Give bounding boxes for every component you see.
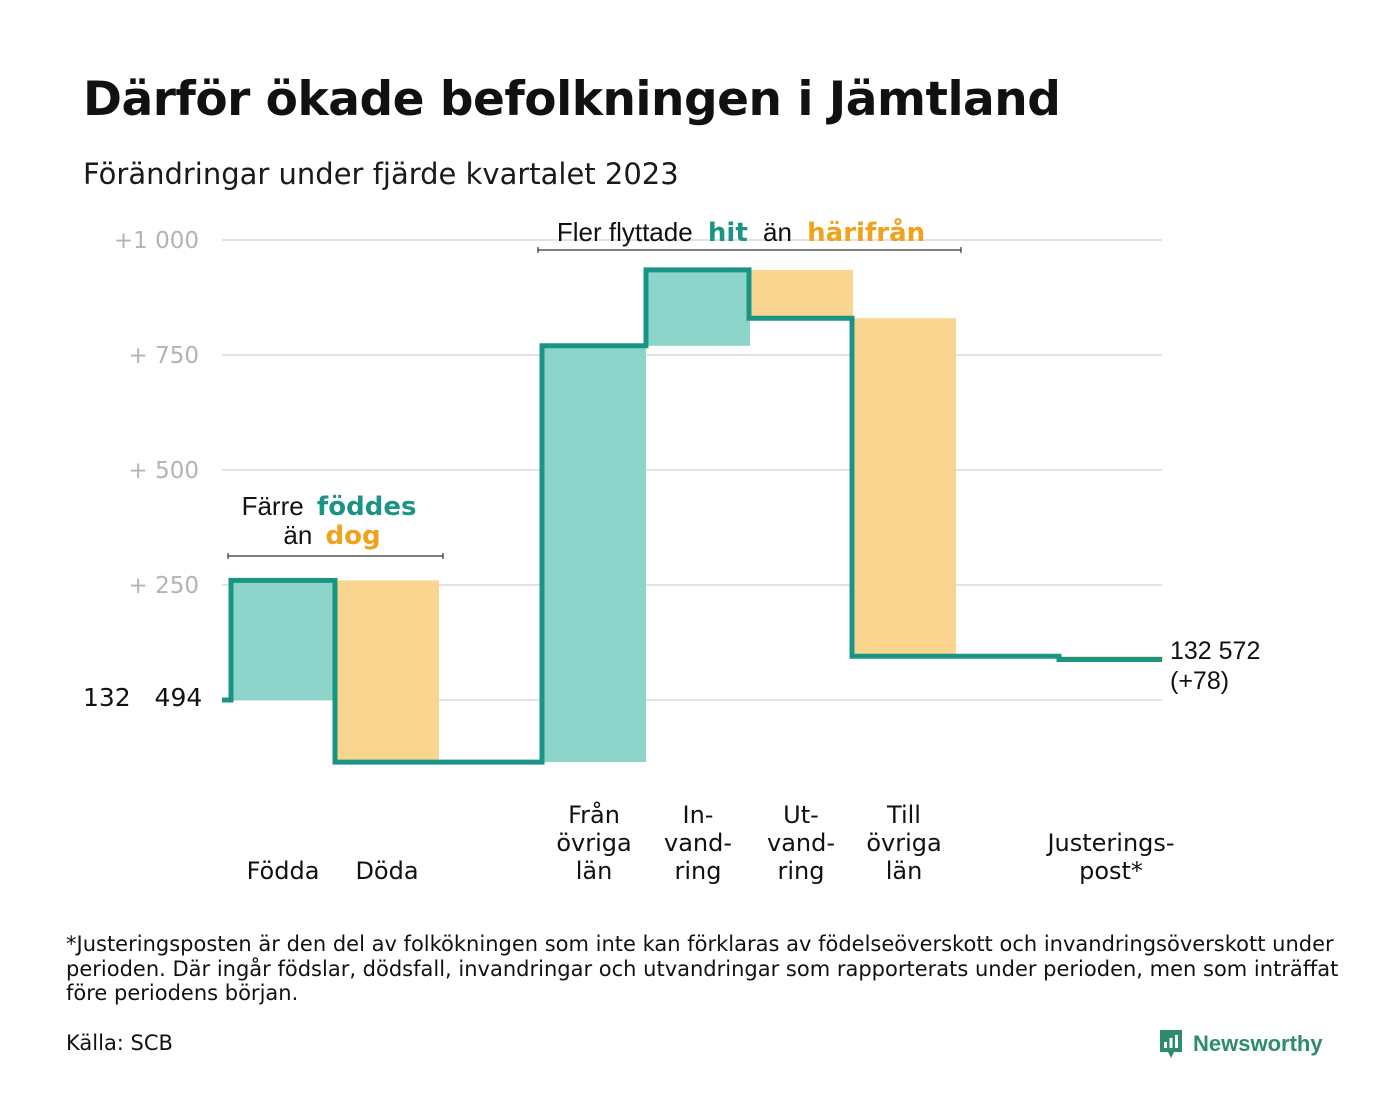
start-value-label: 132 494 xyxy=(83,683,202,712)
category-label-line: ring xyxy=(675,857,722,885)
y-tick-label: + 750 xyxy=(129,343,199,369)
brand-name: Newsworthy xyxy=(1193,1031,1323,1056)
chart-subtitle: Förändringar under fjärde kvartalet 2023 xyxy=(83,157,679,191)
category-label-line: ring xyxy=(778,857,825,885)
category-label-line: län xyxy=(886,857,923,885)
end-value-label: 132 572 xyxy=(1170,637,1260,665)
category-label: Ut-vand-ring xyxy=(767,801,835,885)
category-label-line: vand- xyxy=(767,829,835,857)
category-label-line: Födda xyxy=(247,857,320,885)
category-label: Döda xyxy=(355,857,418,885)
category-label-line: In- xyxy=(683,801,714,829)
births-annotation: Färre föddes än dog xyxy=(227,491,444,559)
category-label-line: Till xyxy=(886,801,921,829)
footnote: *Justeringsposten är den del av folkökni… xyxy=(66,932,1339,1005)
waterfall-bar xyxy=(749,269,853,319)
category-label-line: Döda xyxy=(355,857,418,885)
category-label-line: Från xyxy=(568,800,620,829)
end-change-label: (+78) xyxy=(1170,667,1229,695)
y-axis-ticks: +1 000 + 750 + 500 + 250 xyxy=(114,228,199,599)
category-label-line: post* xyxy=(1079,857,1143,885)
cumulative-step-line xyxy=(222,267,1162,765)
category-label-line: Justerings- xyxy=(1045,829,1174,857)
y-tick-label: +1 000 xyxy=(114,228,199,254)
brand-logo: Newsworthy xyxy=(1158,1028,1323,1060)
category-label-line: Ut- xyxy=(783,801,819,829)
chart-title: Därför ökade befolkningen i Jämtland xyxy=(83,72,1061,127)
step-line xyxy=(222,267,1162,765)
births-annotation-line1: Färre föddes xyxy=(242,491,417,522)
category-label: Till övriga län xyxy=(866,801,941,885)
y-tick-label: + 250 xyxy=(129,573,199,599)
waterfall-bar xyxy=(646,269,750,346)
category-label-line: vand- xyxy=(664,829,732,857)
category-label-line: övriga xyxy=(866,829,941,857)
migration-annotation: Fler flyttade hit än härifrån xyxy=(537,216,962,253)
migration-bracket xyxy=(537,247,962,253)
births-annotation-line2: än dog xyxy=(283,520,380,551)
newsworthy-logo-icon xyxy=(1160,1030,1182,1058)
waterfall-bar xyxy=(335,580,439,763)
source-note: Källa: SCB xyxy=(66,1031,173,1055)
category-label: Från övriga län xyxy=(556,800,631,885)
births-bracket xyxy=(227,553,444,559)
category-label: Födda xyxy=(247,857,320,885)
waterfall-bar xyxy=(852,318,956,657)
bars xyxy=(231,269,1163,763)
category-label: Justerings-post* xyxy=(1045,829,1174,885)
waterfall-bar xyxy=(231,580,335,700)
category-label: In-vand-ring xyxy=(664,801,732,885)
category-label-line: län xyxy=(576,857,613,885)
waterfall-bar xyxy=(542,345,646,763)
migration-annotation-text: Fler flyttade hit än härifrån xyxy=(557,216,925,248)
y-tick-label: + 500 xyxy=(129,458,199,484)
category-label-line: övriga xyxy=(556,829,631,857)
